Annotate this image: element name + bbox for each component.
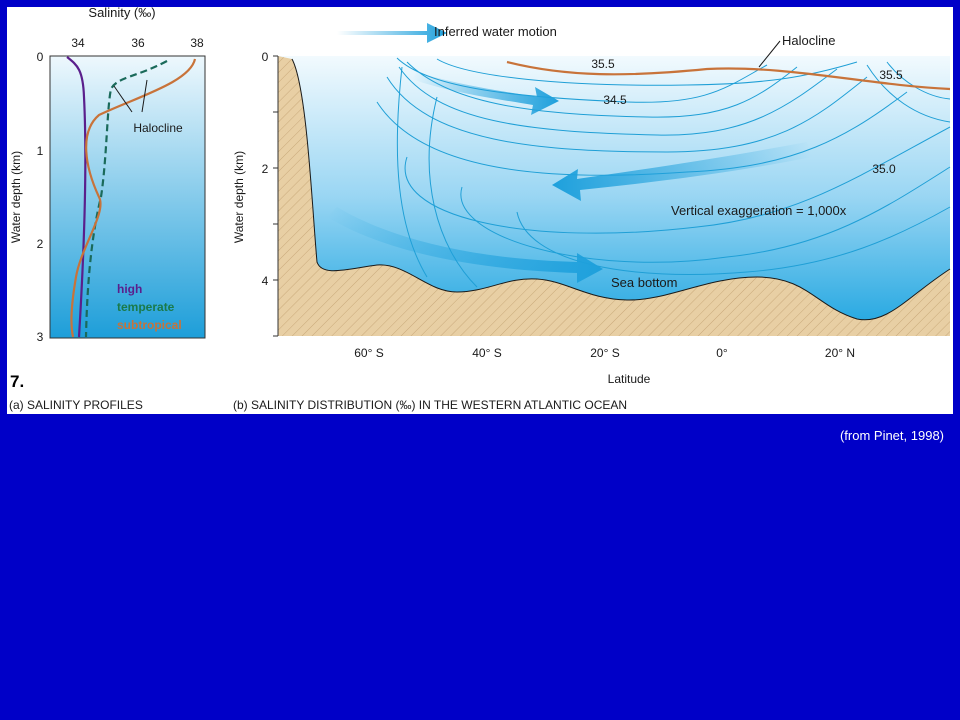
panel-a-y-tick: 0 — [37, 50, 44, 64]
panel-b-x-tick: 20° S — [590, 346, 619, 360]
profile-high — [66, 56, 87, 338]
panel-a-caption: (a) SALINITY PROFILES — [9, 398, 143, 412]
legend-subtropical: subtropical — [117, 318, 182, 332]
panel-b-y-tick: 0 — [262, 50, 269, 64]
figure-panel: Salinity (‰) 34 36 38 0 1 2 3 Water dept… — [7, 7, 953, 414]
motion-arrow-deep — [327, 207, 603, 283]
sea-bottom-line — [291, 58, 951, 321]
legend-water-motion-label: Inferred water motion — [434, 24, 557, 39]
legend-arrow-icon — [337, 23, 447, 43]
contour-label: 35.5 — [591, 57, 615, 71]
panel-b-x-label: Latitude — [608, 372, 651, 386]
panel-a-y-label: Water depth (km) — [9, 151, 23, 243]
panel-a-x-tick: 36 — [131, 36, 145, 50]
panel-a-axis-title: Salinity (‰) — [88, 7, 155, 20]
salinity-figure: Salinity (‰) 34 36 38 0 1 2 3 Water dept… — [9, 7, 951, 412]
panel-b-x-tick: 60° S — [354, 346, 383, 360]
panel-a-x-tick: 34 — [71, 36, 85, 50]
panel-b-x-tick: 0° — [716, 346, 728, 360]
legend-temperate: temperate — [117, 300, 175, 314]
halocline-line — [506, 60, 951, 91]
contour-label: 34.5 — [603, 93, 627, 107]
halocline-leader-line — [113, 85, 133, 113]
motion-arrow-surface — [412, 72, 559, 115]
source-credit: (from Pinet, 1998) — [839, 428, 944, 443]
halocline-leader-line — [141, 79, 148, 113]
profile-subtropical — [70, 58, 197, 338]
contour-label: 35.5 — [879, 68, 903, 82]
panel-a-y-tick: 2 — [37, 237, 44, 251]
panel-a-halocline-label: Halocline — [133, 121, 183, 135]
panel-a-y-tick: 3 — [37, 330, 44, 344]
panel-b-halocline-label: Halocline — [782, 33, 835, 48]
panel-b-y-tick: 2 — [262, 162, 269, 176]
contour-label: 35.0 — [872, 162, 896, 176]
panel-b-x-tick: 20° N — [825, 346, 855, 360]
panel-b-y-tick: 4 — [262, 274, 269, 288]
panel-b: Halocline 35.5 34.5 35.5 35.0 Inferred w… — [232, 23, 951, 386]
sea-bottom-label: Sea bottom — [611, 275, 678, 290]
panel-a: Salinity (‰) 34 36 38 0 1 2 3 Water dept… — [9, 7, 206, 344]
panel-a-x-tick: 38 — [190, 36, 204, 50]
slide-number: 7. — [10, 372, 24, 391]
profile-temperate — [84, 60, 168, 338]
panel-b-y-label: Water depth (km) — [232, 151, 246, 243]
motion-arrow-mid — [552, 142, 812, 201]
water-motion-arrows — [327, 23, 812, 283]
panel-b-caption: (b) SALINITY DISTRIBUTION (‰) IN THE WES… — [233, 398, 627, 412]
legend-high: high — [117, 282, 142, 296]
panel-b-x-tick: 40° S — [472, 346, 501, 360]
panel-a-y-tick: 1 — [37, 144, 44, 158]
seafloor — [278, 56, 950, 336]
vertical-exaggeration-note: Vertical exaggeration = 1,000x — [671, 203, 847, 218]
panel-b-y-ticks — [273, 55, 278, 337]
panel-b-halocline-leader — [758, 40, 781, 68]
